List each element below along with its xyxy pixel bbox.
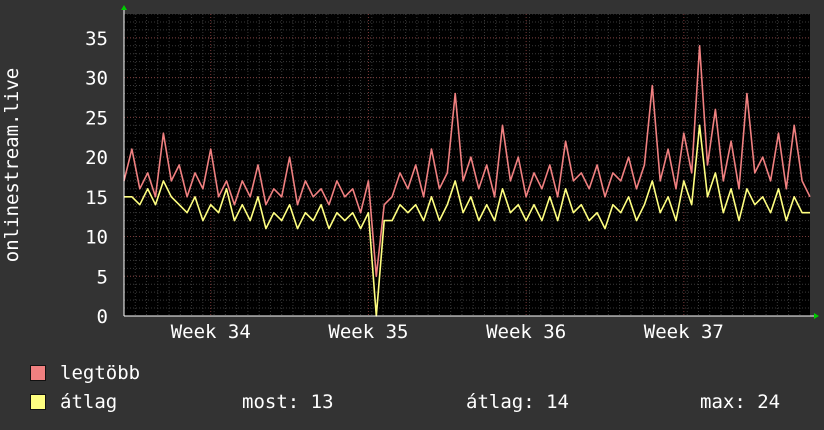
x-axis-arrow — [814, 313, 819, 319]
x-tick-labels: Week 34 Week 35 Week 36 Week 37 — [171, 321, 724, 340]
series-line-max — [123, 44, 811, 278]
series-line-avg — [124, 124, 810, 317]
y-tick-label: 25 — [85, 107, 108, 129]
stat-maximum: max: 24 — [700, 391, 781, 413]
legend-label-avg: átlag — [60, 391, 118, 413]
legend-swatch-avg — [30, 394, 46, 410]
y-tick-label: 20 — [85, 147, 108, 169]
x-tick-label: Week 36 — [486, 321, 566, 340]
y-axis-label: onlinestream.live — [1, 68, 23, 262]
y-axis-arrow — [121, 5, 127, 10]
y-tick-label: 10 — [85, 227, 108, 249]
x-tick-label: Week 34 — [171, 321, 251, 340]
y-tick-label: 5 — [97, 266, 108, 288]
axes — [121, 5, 819, 319]
y-tick-label: 30 — [85, 68, 108, 90]
series-layer — [123, 44, 811, 317]
y-tick-label: 15 — [85, 187, 108, 209]
y-tick-label: 0 — [97, 306, 108, 328]
legend-label-max: legtöbb — [60, 362, 141, 384]
y-tick-label: 35 — [85, 28, 108, 50]
legend-item-avg: átlag — [30, 391, 117, 413]
legend-swatch-max — [30, 365, 46, 381]
x-tick-label: Week 37 — [644, 321, 724, 340]
x-tick-label: Week 35 — [328, 321, 408, 340]
y-tick-labels: 0 5 10 15 20 25 30 35 — [85, 28, 108, 328]
legend-item-max: legtöbb — [30, 362, 140, 384]
stat-average: átlag: 14 — [466, 391, 569, 413]
stat-current: most: 13 — [242, 391, 334, 413]
